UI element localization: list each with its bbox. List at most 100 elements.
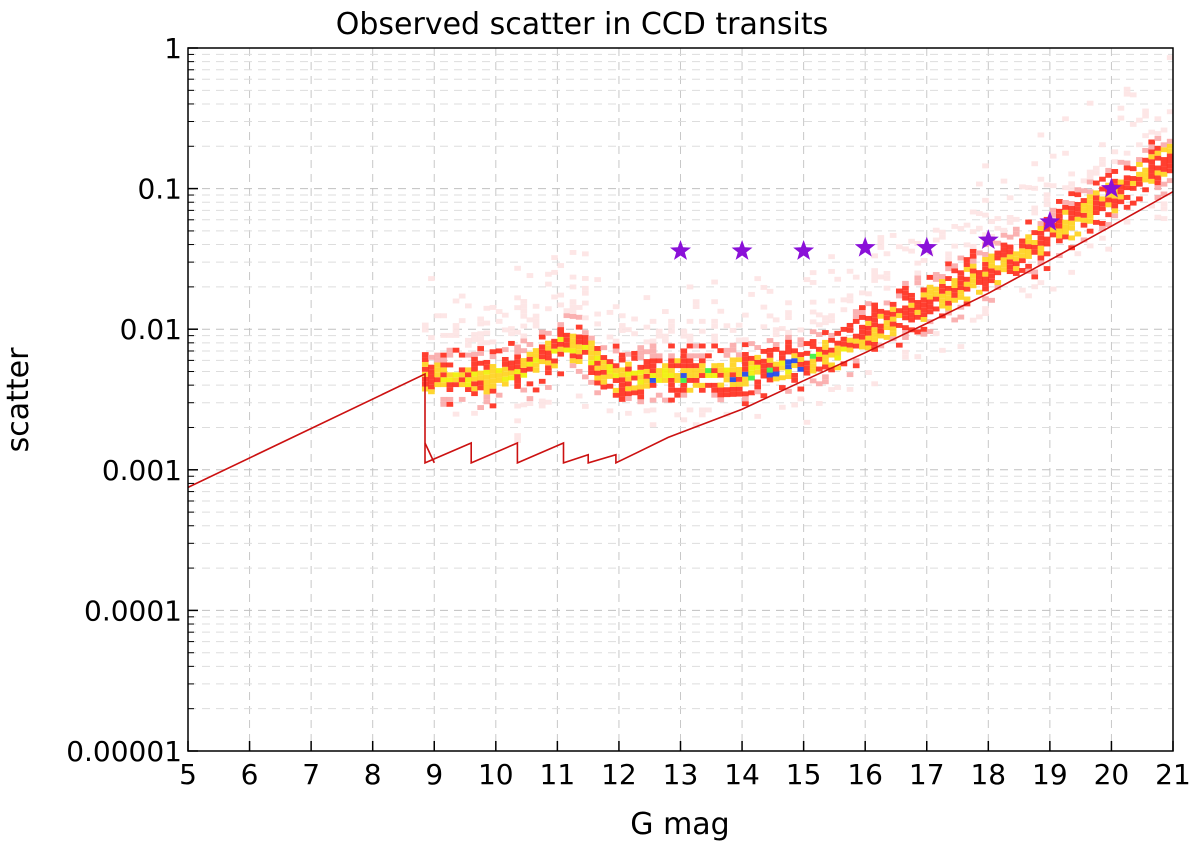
density-cell [1074, 206, 1082, 212]
density-cell [440, 382, 448, 388]
density-cell [1062, 150, 1069, 156]
density-cell [754, 359, 762, 365]
density-cell [446, 377, 454, 383]
density-cell [914, 260, 922, 266]
density-cell [871, 253, 878, 259]
density-cell [846, 372, 854, 378]
density-cell [452, 328, 460, 333]
density-cell [785, 349, 792, 355]
density-cell [791, 353, 798, 359]
density-cell [1123, 150, 1131, 156]
density-cell [625, 410, 632, 416]
density-cell [797, 396, 805, 402]
star-marker [1101, 177, 1122, 198]
density-cell [618, 313, 626, 319]
density-cell [1019, 287, 1026, 293]
density-cell [698, 343, 706, 349]
density-cell [557, 371, 565, 377]
density-cell [889, 331, 897, 337]
density-cell [723, 323, 731, 329]
density-cell [920, 312, 928, 318]
x-tick-label: 18 [970, 758, 1006, 791]
density-cell [1012, 261, 1020, 267]
density-cell [1037, 176, 1045, 182]
density-cell [865, 340, 872, 346]
density-cell [852, 274, 860, 280]
density-cell [551, 269, 558, 275]
density-cell [846, 347, 854, 353]
star-marker [916, 236, 938, 257]
density-cell [969, 253, 977, 259]
density-cell [557, 351, 565, 357]
density-cell [705, 373, 712, 378]
density-cell [914, 300, 922, 305]
density-cell [1160, 157, 1168, 163]
density-cell [452, 372, 460, 378]
density-cell [828, 362, 835, 368]
density-cell [760, 393, 768, 399]
density-cell [846, 342, 854, 348]
density-cell [662, 377, 669, 383]
density-cell [865, 291, 872, 297]
density-cell [982, 276, 989, 282]
density-cell [692, 382, 700, 388]
density-cell [625, 371, 632, 377]
density-cell [662, 368, 669, 374]
density-cell [1031, 205, 1039, 211]
density-cell [538, 398, 546, 404]
density-cell [606, 408, 614, 414]
density-cell [1154, 116, 1162, 122]
density-cell [1031, 185, 1039, 191]
density-cell [674, 412, 681, 418]
density-cell [643, 324, 651, 330]
density-cell [1154, 195, 1162, 200]
density-cell [594, 321, 601, 327]
density-cell [1099, 196, 1106, 202]
density-cell [514, 379, 521, 384]
density-cell [520, 348, 528, 354]
density-cell [471, 391, 478, 397]
density-cell [698, 407, 706, 413]
density-cell [926, 309, 934, 315]
density-cell [501, 356, 509, 362]
density-cell [939, 347, 946, 353]
density-cell [649, 348, 657, 354]
density-cell [594, 277, 601, 283]
density-cell [680, 328, 688, 334]
density-cell [471, 410, 478, 416]
density-cell [994, 225, 1002, 231]
density-cell [840, 297, 848, 303]
density-cell [495, 373, 503, 378]
density-cell [766, 352, 774, 358]
density-cell [612, 363, 620, 369]
density-cell [520, 367, 528, 373]
density-cell [742, 396, 749, 402]
density-cell [1148, 159, 1156, 165]
density-cell [742, 356, 749, 362]
density-cell [1080, 237, 1088, 243]
density-cell [1136, 157, 1143, 162]
density-cell [871, 312, 878, 318]
density-cell [815, 332, 823, 338]
density-cell [1006, 214, 1014, 220]
density-cell [926, 329, 934, 334]
density-cell [871, 273, 878, 278]
density-cell [440, 372, 448, 378]
density-cell [434, 372, 441, 378]
density-cell [969, 258, 977, 264]
density-cell [908, 317, 915, 323]
density-cell [575, 304, 583, 310]
density-cell [1092, 180, 1100, 186]
density-cell [471, 337, 478, 342]
density-cell [957, 314, 965, 320]
density-cell [748, 355, 755, 361]
density-cell [692, 304, 700, 310]
density-cell [434, 313, 441, 319]
density-cell [932, 272, 940, 277]
density-cell [988, 278, 995, 284]
density-cell [846, 293, 854, 299]
density-cell [440, 352, 448, 358]
density-cell [729, 367, 737, 373]
density-cell [840, 341, 848, 347]
density-cell [508, 375, 515, 381]
